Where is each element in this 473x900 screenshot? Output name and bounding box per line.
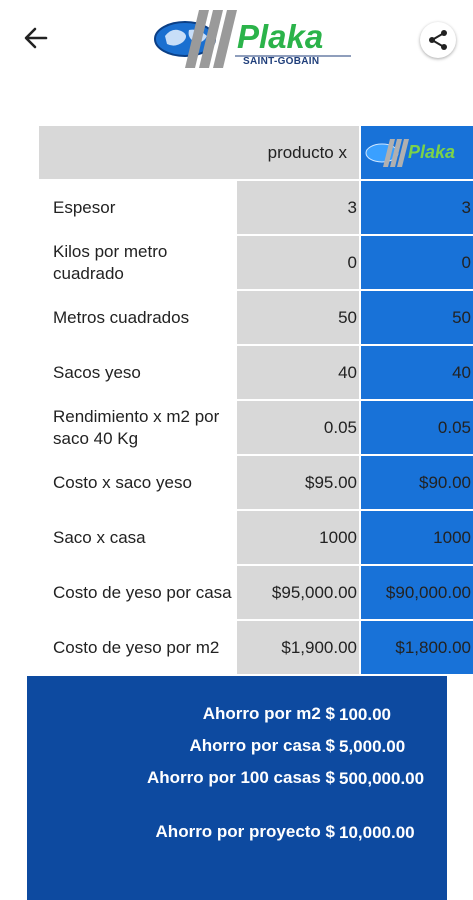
row-label: Costo de yeso por casa [39,566,237,621]
table-row: Kilos por metro cuadrado 0 0 [39,236,473,291]
globe-mini-icon [365,138,409,167]
plaka-mini-logo: Plaka [364,133,468,173]
plaka-value: $1,800.00 [361,621,473,676]
logo-wordmark: Plaka [237,18,324,55]
product-x-value[interactable]: 3 [237,181,361,236]
plaka-value: 0.05 [361,401,473,456]
arrow-left-icon [24,27,48,49]
share-icon [429,30,447,50]
globe-logo-icon [154,10,351,68]
row-label: Costo x saco yeso [39,456,237,511]
table-row: Espesor 3 3 [39,181,473,236]
table-header-row: producto x Plaka [39,126,473,181]
product-x-value[interactable]: 1000 [237,511,361,566]
summary-value: 500,000.00 [339,769,425,788]
row-label: Espesor [39,181,237,236]
comparison-table: producto x Plaka Espesor 3 3 Kilos por metr… [39,126,473,676]
summary-value: 100.00 [339,705,391,724]
table-row: Costo x saco yeso $95.00 $90.00 [39,456,473,511]
table-row: Metros cuadrados 50 50 [39,291,473,346]
summary-row: Ahorro por m2 $100.00 [27,704,447,732]
row-label: Rendimiento x m2 por saco 40 Kg [39,401,237,456]
plaka-value: 1000 [361,511,473,566]
app-header: Plaka SAINT-GOBAIN [0,0,473,80]
back-button[interactable] [20,22,52,54]
table-row: Saco x casa 1000 1000 [39,511,473,566]
share-button[interactable] [420,22,456,58]
col-header-product-x: producto x [237,126,361,181]
plaka-value: $90,000.00 [361,566,473,621]
plaka-value: $90.00 [361,456,473,511]
summary-label: Ahorro por casa $ [189,736,336,755]
plaka-value: 3 [361,181,473,236]
product-x-value[interactable]: 0.05 [237,401,361,456]
summary-row: Ahorro por 100 casas $500,000.00 [27,768,447,796]
plaka-logo: Plaka SAINT-GOBAIN [153,6,353,72]
product-x-value[interactable]: 50 [237,291,361,346]
savings-summary-panel: Ahorro por m2 $100.00 Ahorro por casa $5,… [27,676,447,900]
table-row: Sacos yeso 40 40 [39,346,473,401]
row-label: Saco x casa [39,511,237,566]
row-label: Kilos por metro cuadrado [39,236,237,291]
plaka-value: 0 [361,236,473,291]
plaka-value: 50 [361,291,473,346]
table-row: Rendimiento x m2 por saco 40 Kg 0.05 0.05 [39,401,473,456]
row-label: Sacos yeso [39,346,237,401]
summary-label: Ahorro por proyecto $ [155,822,335,841]
row-label: Costo de yeso por m2 [39,621,237,676]
product-x-value[interactable]: $95,000.00 [237,566,361,621]
col-header-plaka: Plaka [361,126,473,181]
logo-subtitle: SAINT-GOBAIN [243,56,320,67]
product-x-value[interactable]: 0 [237,236,361,291]
summary-label: Ahorro por 100 casas $ [146,768,335,787]
header-empty-cell [39,126,237,181]
table-row: Costo de yeso por casa $95,000.00 $90,000.… [39,566,473,621]
summary-row: Ahorro por proyecto $10,000.00 [27,822,447,850]
mini-logo-wordmark: Plaka [408,141,456,162]
table-row: Costo de yeso por m2 $1,900.00 $1,800.00 [39,621,473,676]
summary-label: Ahorro por m2 $ [202,704,335,723]
product-x-value[interactable]: $1,900.00 [237,621,361,676]
summary-value: 10,000.00 [339,823,415,842]
plaka-value: 40 [361,346,473,401]
summary-row: Ahorro por casa $5,000.00 [27,736,447,764]
row-label: Metros cuadrados [39,291,237,346]
product-x-value[interactable]: 40 [237,346,361,401]
product-x-value[interactable]: $95.00 [237,456,361,511]
summary-value: 5,000.00 [339,737,406,756]
table-body: Espesor 3 3 Kilos por metro cuadrado 0 0 Metro… [39,181,473,676]
